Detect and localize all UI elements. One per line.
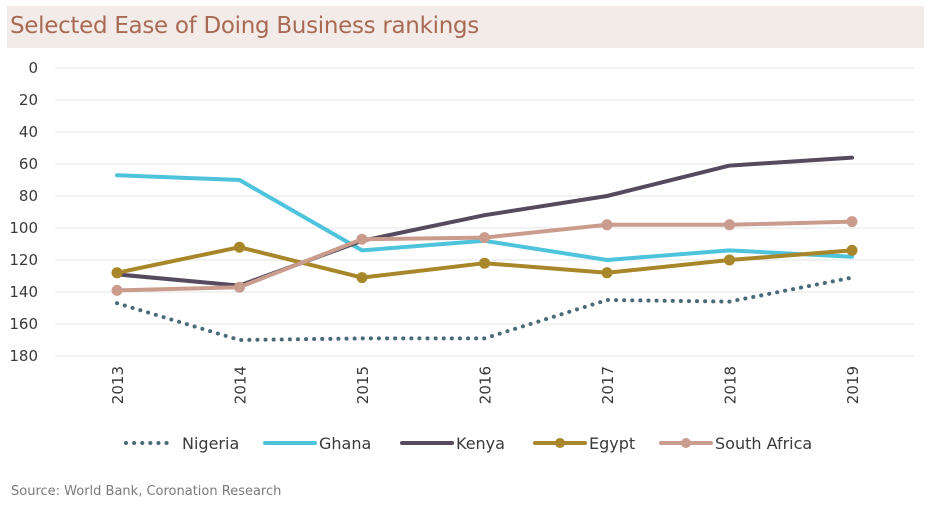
series-ghana [115, 173, 854, 262]
legend-item: Egypt [533, 434, 635, 453]
chart-title: Selected Ease of Doing Business rankings [10, 13, 479, 39]
series-nigeria [115, 275, 854, 342]
y-tick-label: 40 [19, 123, 38, 141]
gridlines [55, 67, 914, 357]
legend-label: Ghana [319, 434, 371, 453]
legend: Nigeria Ghana Kenya Egypt South Africa [124, 434, 812, 453]
y-axis-ticks: 0 20 40 60 80 100 120 140 160 180 [9, 59, 38, 365]
data-point [724, 254, 735, 266]
y-tick-label: 180 [9, 347, 38, 365]
x-tick-label: 2014 [232, 366, 250, 404]
data-point [601, 219, 613, 231]
title-bar: Selected Ease of Doing Business rankings [7, 6, 924, 48]
data-point [479, 232, 490, 244]
y-tick-label: 0 [28, 59, 38, 77]
data-point [846, 244, 858, 256]
series-line [115, 219, 854, 293]
y-tick-label: 60 [19, 155, 38, 173]
x-tick-label: 2018 [722, 366, 740, 404]
series-south-africa [111, 216, 858, 296]
legend-marker [681, 438, 691, 448]
x-tick-label: 2019 [844, 366, 862, 404]
data-point [846, 216, 858, 228]
legend-label: Kenya [456, 434, 505, 453]
y-tick-label: 140 [9, 283, 38, 301]
legend-item: Ghana [263, 434, 371, 453]
x-tick-label: 2013 [109, 366, 127, 404]
data-point [356, 233, 368, 245]
legend-item: South Africa [659, 434, 812, 453]
legend-label: South Africa [715, 434, 812, 453]
y-tick-label: 100 [9, 219, 38, 237]
x-tick-label: 2015 [354, 366, 372, 404]
y-tick-label: 20 [19, 91, 38, 109]
data-point [111, 267, 123, 279]
legend-marker [555, 438, 565, 448]
series-lines [111, 155, 858, 342]
legend-label: Nigeria [182, 434, 239, 453]
data-point [479, 257, 490, 269]
source-note: Source: World Bank, Coronation Research [11, 484, 282, 499]
data-point [111, 284, 123, 296]
legend-label: Egypt [589, 434, 635, 453]
data-point [724, 219, 735, 231]
data-point [356, 272, 368, 284]
data-point [234, 241, 245, 253]
y-tick-label: 80 [19, 187, 38, 205]
y-tick-label: 160 [9, 315, 38, 333]
x-tick-label: 2016 [477, 366, 495, 404]
series-line [115, 275, 854, 342]
series-line [115, 173, 854, 262]
y-tick-label: 120 [9, 251, 38, 269]
x-tick-label: 2017 [599, 366, 617, 404]
legend-item: Kenya [400, 434, 505, 453]
data-point [601, 267, 613, 279]
x-axis-ticks: 2013 2014 2015 2016 2017 2018 2019 [109, 366, 862, 404]
series-egypt [111, 241, 858, 284]
legend-item: Nigeria [124, 434, 239, 453]
data-point [234, 281, 245, 293]
